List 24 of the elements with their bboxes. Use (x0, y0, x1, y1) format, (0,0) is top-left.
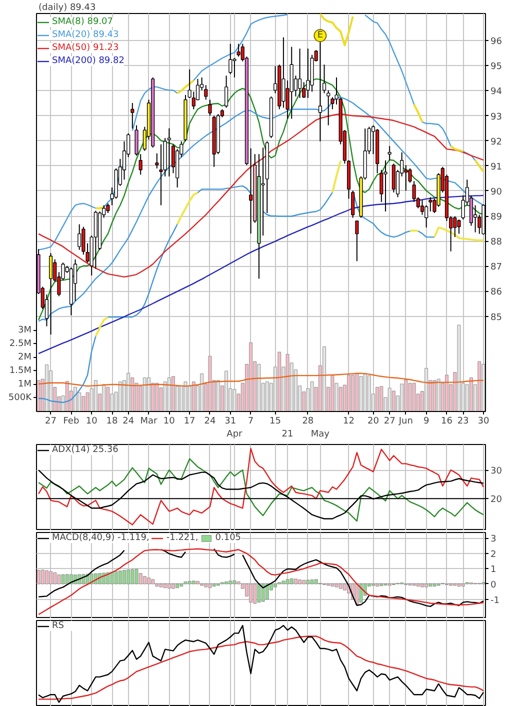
y-tick-label: 95 (490, 62, 502, 72)
y-tick-label: 86 (490, 288, 502, 298)
y-tick-label: 0 (490, 580, 496, 590)
y-tick-label: 85 (490, 312, 502, 323)
y-tick-label: 92 (490, 137, 502, 148)
legend-label: ADX(14) 25.36 (52, 445, 118, 455)
y-tick-label: -1 (490, 596, 500, 606)
y-tick-label: 88 (490, 238, 502, 248)
y-tick-label: 30 (490, 466, 502, 477)
y-tick-label: 93 (490, 112, 502, 122)
legend-label: MACD(8,40,9) -1.119, (52, 533, 150, 543)
legend-label: -1.221, (166, 533, 198, 543)
y-tick-label: 94 (490, 87, 502, 98)
y-tick-label: 87 (490, 262, 502, 273)
y-tick-label: 89 (490, 212, 502, 223)
y-tick-label: 96 (490, 37, 502, 48)
legend-label: 0.105 (215, 533, 242, 543)
y-tick-label: 3 (490, 534, 496, 545)
y-tick-label: 1 (490, 565, 496, 576)
y-tick-label: 90 (490, 187, 502, 198)
y-tick-label: 20 (490, 495, 502, 506)
y-tick-label: 91 (490, 162, 502, 172)
legend-label: RS (52, 621, 65, 631)
y-tick-label: 2 (490, 550, 496, 560)
